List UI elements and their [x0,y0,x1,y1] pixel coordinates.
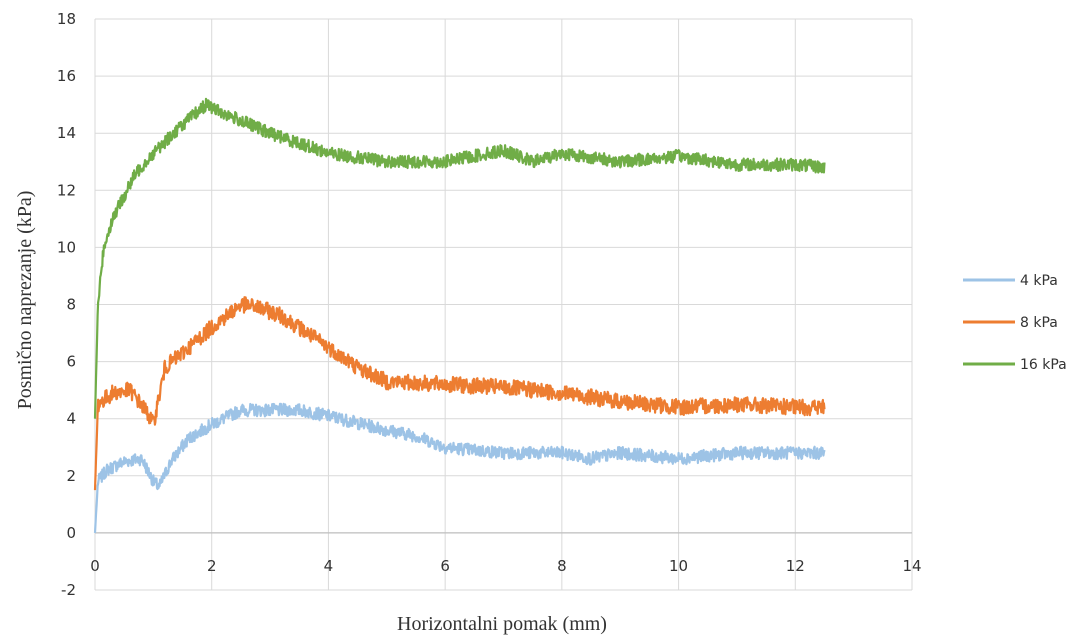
series-line-1 [93,296,826,491]
legend-label: 8 kPa [1020,315,1058,331]
y-tick-label: 12 [57,181,76,199]
x-tick-label: 14 [902,557,921,575]
gridlines [94,18,913,591]
y-tick-label: 10 [57,238,76,256]
y-tick-label: 0 [66,524,76,542]
y-axis-title: Posmično naprezanje (kPa) [14,191,36,410]
x-tick-label: 4 [324,557,334,575]
y-tick-label: 2 [66,467,76,485]
y-tick-label: 8 [66,296,76,314]
series-lines [93,97,826,533]
tick-labels: 0 2 4 6 8 10 12 14 -2 0 2 4 6 8 10 12 14 16 18 [57,10,922,599]
x-tick-label: 2 [207,557,217,575]
y-tick-label: 16 [57,67,76,85]
y-tick-label: 4 [66,410,76,428]
x-tick-label: 12 [786,557,805,575]
y-tick-label: 14 [57,124,76,142]
series-line-0 [93,402,826,533]
legend-label: 4 kPa [1020,273,1058,289]
series-line-2 [93,97,826,419]
x-tick-label: 10 [669,557,688,575]
x-tick-label: 0 [90,557,100,575]
y-tick-label: -2 [61,581,76,599]
legend-label: 16 kPa [1020,357,1067,373]
y-tick-label: 6 [66,353,76,371]
x-tick-label: 8 [557,557,567,575]
x-axis-title: Horizontalni pomak (mm) [397,613,607,635]
y-tick-label: 18 [57,10,76,28]
x-tick-label: 6 [440,557,450,575]
legend: 4 kPa 8 kPa 16 kPa [963,273,1067,373]
